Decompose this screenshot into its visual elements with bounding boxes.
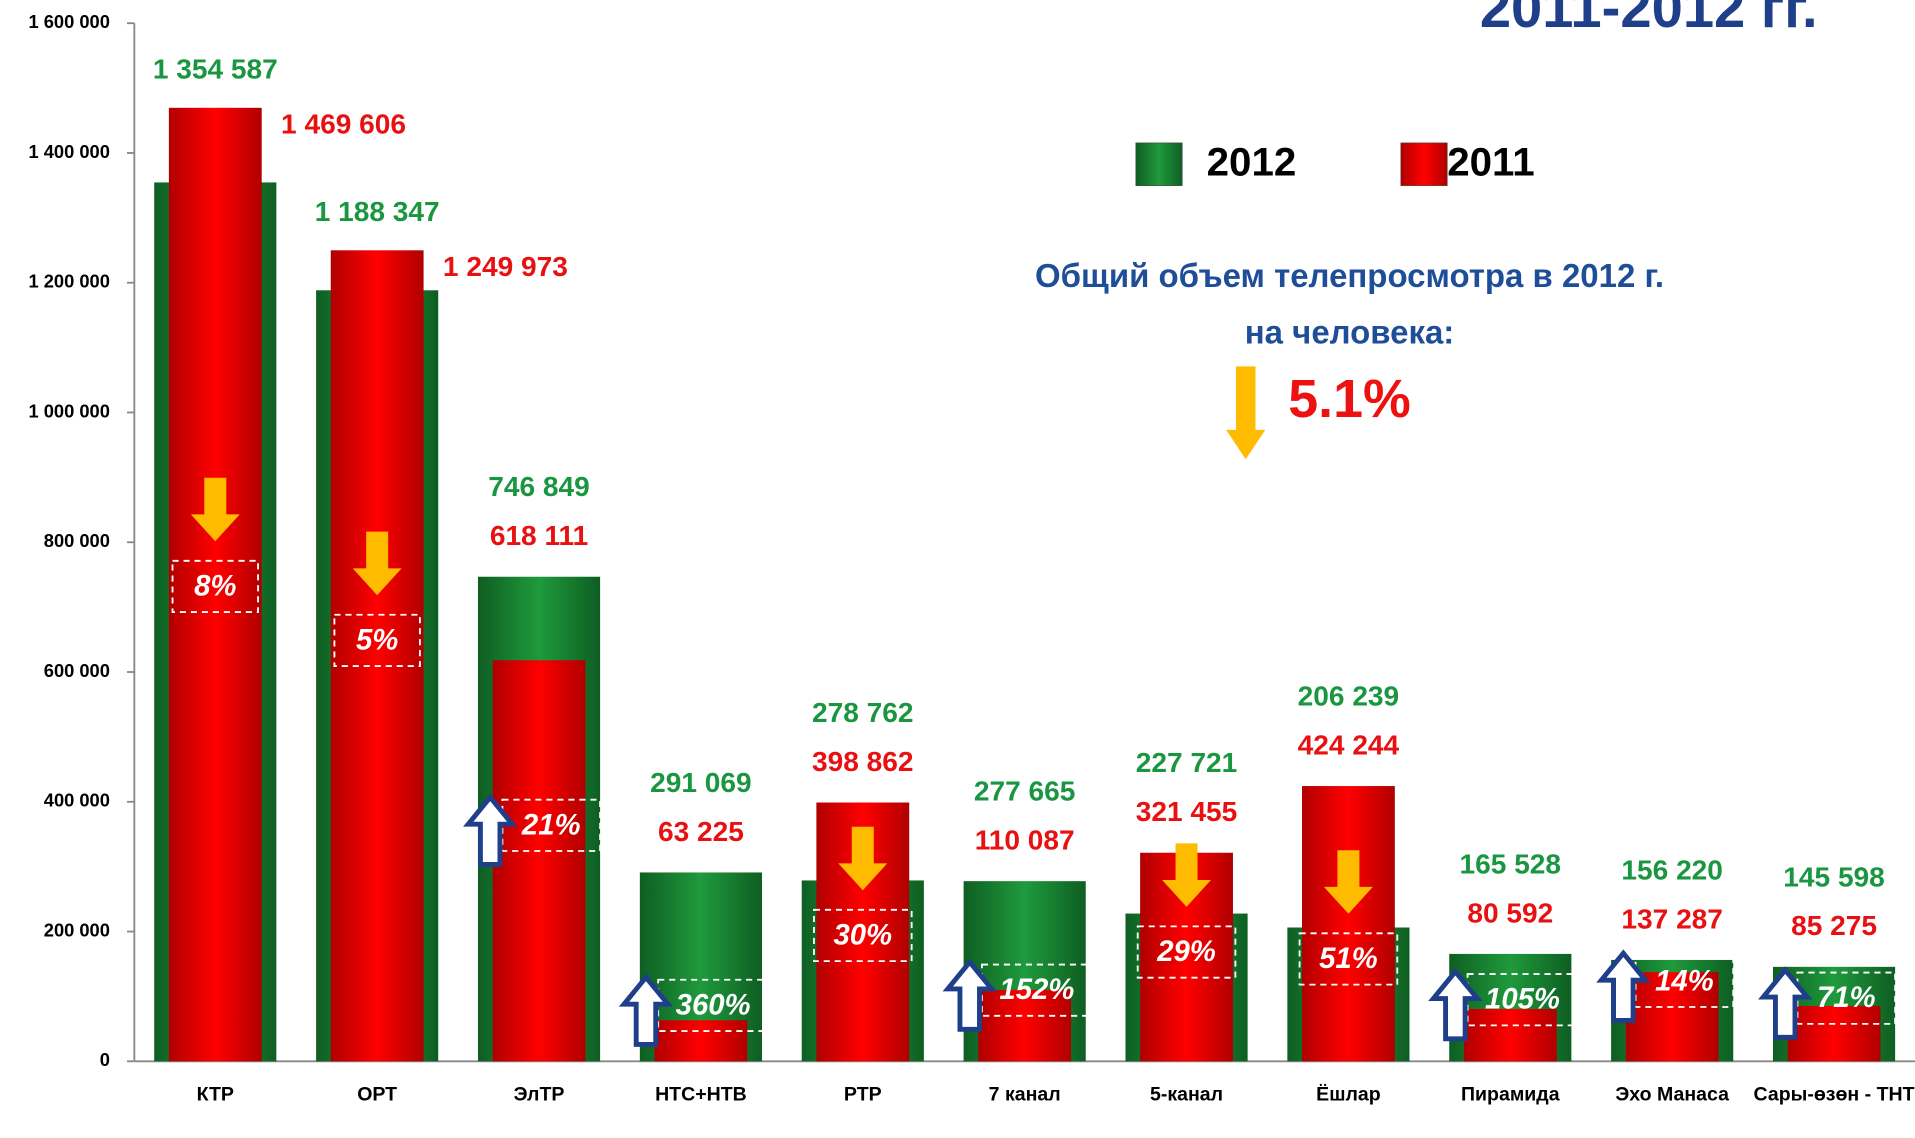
change-box bbox=[1634, 954, 1735, 1008]
change-label: 21% bbox=[521, 808, 581, 841]
x-tick-label: Пирамида bbox=[1461, 1084, 1560, 1106]
value-label: 424 244 bbox=[1298, 729, 1400, 760]
change-arrow bbox=[1428, 967, 1483, 1042]
change-arrow bbox=[352, 531, 402, 596]
change-box bbox=[501, 798, 602, 852]
value-label: 1 188 347 bbox=[315, 196, 440, 227]
annotation-line: на человека: bbox=[1245, 313, 1455, 350]
x-tick-label: 7 канал bbox=[989, 1084, 1061, 1106]
change-box bbox=[333, 613, 421, 667]
change-label: 71% bbox=[1817, 981, 1876, 1014]
value-label: 63 225 bbox=[658, 816, 744, 847]
change-arrow bbox=[1596, 949, 1651, 1023]
value-label: 227 721 bbox=[1136, 747, 1238, 778]
change-box bbox=[171, 559, 259, 614]
change-arrow bbox=[618, 973, 674, 1047]
bar bbox=[1625, 972, 1719, 1062]
change-label: 51% bbox=[1319, 942, 1378, 975]
change-arrow bbox=[190, 477, 240, 542]
bar bbox=[654, 1020, 748, 1062]
bar bbox=[492, 660, 586, 1062]
value-label: 1 249 973 bbox=[443, 251, 568, 282]
value-label: 1 469 606 bbox=[281, 109, 406, 140]
change-label: 5% bbox=[356, 623, 398, 656]
change-label: 30% bbox=[833, 918, 892, 951]
x-tick-label: Ёшлар bbox=[1316, 1083, 1381, 1106]
bar bbox=[1463, 1009, 1557, 1062]
y-tick-label: 800 000 bbox=[44, 530, 110, 551]
annotation-arrow bbox=[1226, 366, 1266, 460]
change-label: 152% bbox=[999, 973, 1074, 1006]
change-label: 8% bbox=[194, 569, 236, 602]
chart-title: 2011-2012 гг. bbox=[1480, 0, 1818, 39]
y-tick-label: 200 000 bbox=[44, 919, 110, 940]
y-tick-label: 1 200 000 bbox=[29, 271, 110, 292]
x-tick-label: Сары-өзөн - ТНТ bbox=[1754, 1084, 1915, 1106]
change-box bbox=[813, 908, 913, 963]
legend-swatch bbox=[1400, 142, 1448, 186]
y-tick-label: 400 000 bbox=[44, 790, 110, 811]
legend-label: 2011 bbox=[1447, 140, 1534, 185]
x-tick-label: РТР bbox=[844, 1084, 882, 1106]
change-arrow bbox=[1162, 843, 1211, 907]
x-tick-label: КТР bbox=[197, 1084, 234, 1106]
value-label: 85 275 bbox=[1791, 910, 1877, 941]
change-box bbox=[1298, 932, 1399, 986]
value-label: 398 862 bbox=[812, 746, 914, 777]
y-tick-label: 1 600 000 bbox=[29, 11, 110, 32]
change-label: 105% bbox=[1485, 983, 1560, 1016]
y-tick-label: 1 400 000 bbox=[29, 141, 110, 162]
annotation-line: Общий объем телепросмотра в 2012 г. bbox=[1035, 257, 1664, 294]
bar bbox=[1302, 786, 1395, 1062]
change-label: 29% bbox=[1156, 935, 1216, 968]
value-label: 110 087 bbox=[975, 824, 1075, 855]
change-box bbox=[1136, 925, 1237, 979]
change-arrow bbox=[1758, 966, 1813, 1040]
plot: 2011-2012 гг. Общий объем телепросмотра … bbox=[29, 0, 1915, 1106]
bar bbox=[978, 989, 1072, 1062]
change-box bbox=[1796, 971, 1897, 1025]
value-label: 278 762 bbox=[812, 697, 914, 728]
x-tick-label: ЭлТР bbox=[514, 1084, 565, 1106]
annotation-value: 5.1% bbox=[1288, 369, 1410, 429]
change-label: 360% bbox=[676, 988, 751, 1021]
value-label: 291 069 bbox=[650, 767, 752, 798]
bar bbox=[168, 107, 262, 1062]
change-arrow bbox=[1324, 850, 1373, 914]
bar bbox=[330, 250, 424, 1062]
value-label: 618 111 bbox=[490, 520, 588, 551]
change-arrow bbox=[942, 958, 997, 1032]
x-tick-label: Эхо Манаса bbox=[1615, 1084, 1729, 1106]
y-tick-label: 0 bbox=[100, 1049, 110, 1070]
value-label: 746 849 bbox=[488, 471, 589, 502]
y-tick-label: 600 000 bbox=[44, 660, 110, 681]
x-tick-label: 5-канал bbox=[1150, 1084, 1223, 1106]
value-label: 165 528 bbox=[1460, 848, 1562, 879]
value-label: 206 239 bbox=[1298, 681, 1400, 712]
x-tick-label: ОРТ bbox=[357, 1084, 397, 1106]
bar bbox=[1787, 1005, 1881, 1062]
value-label: 321 455 bbox=[1136, 796, 1238, 827]
legend-label: 2012 bbox=[1207, 140, 1297, 185]
value-label: 80 592 bbox=[1467, 897, 1553, 928]
value-label: 145 598 bbox=[1783, 861, 1885, 892]
value-label: 156 220 bbox=[1621, 854, 1723, 885]
y-tick-label: 1 000 000 bbox=[29, 400, 110, 421]
legend-swatch bbox=[1135, 142, 1183, 186]
value-label: 1 354 587 bbox=[153, 54, 278, 85]
value-label: 137 287 bbox=[1621, 903, 1723, 934]
value-label: 277 665 bbox=[974, 776, 1076, 807]
x-tick-label: НТС+НТВ bbox=[655, 1084, 747, 1106]
change-label: 14% bbox=[1655, 964, 1714, 997]
change-arrow bbox=[838, 826, 888, 891]
change-arrow bbox=[463, 793, 518, 867]
